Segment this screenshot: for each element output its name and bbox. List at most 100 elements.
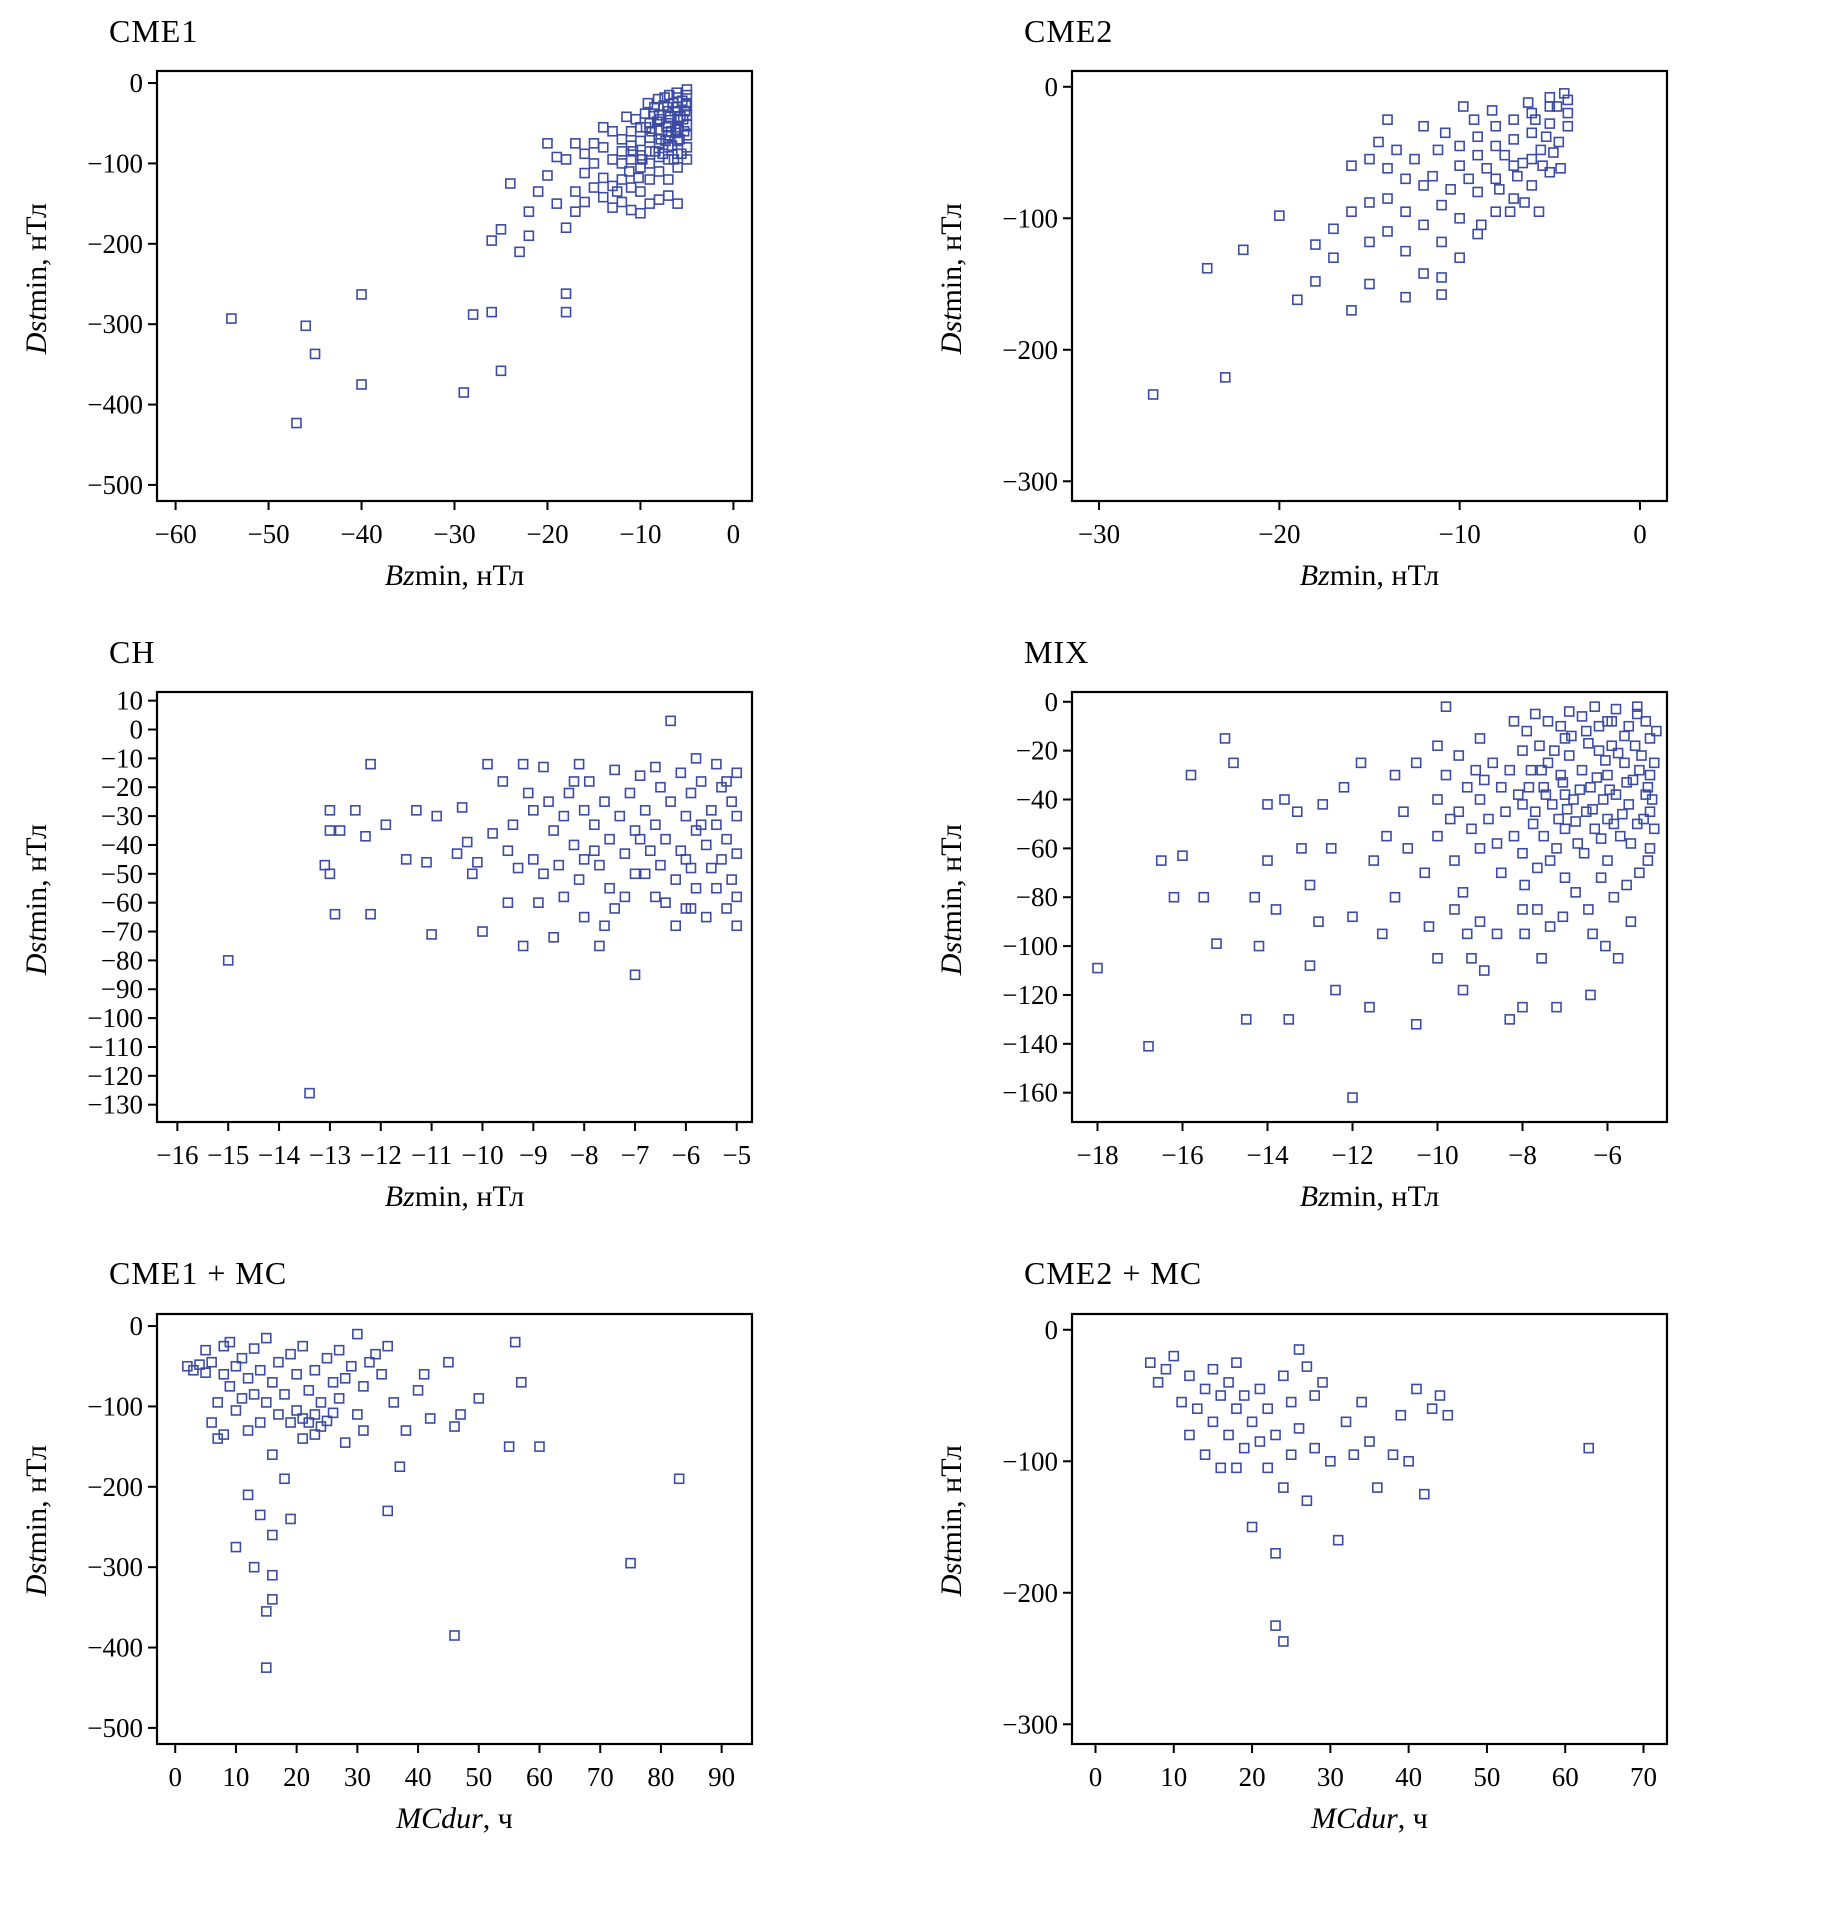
svg-text:−13: −13 [309,1140,351,1170]
y-axis-label-rest: min, нТл [20,823,53,934]
y-axis-label-rest: min, нТл [935,823,968,934]
svg-text:−40: −40 [101,830,143,860]
svg-text:70: 70 [1630,1762,1657,1792]
svg-text:−60: −60 [101,888,143,918]
svg-text:80: 80 [647,1762,674,1792]
svg-text:90: 90 [708,1762,735,1792]
scatter-panel-cme1: CME1 Dstmin, нТл −60 −50 −40 −30 −20 −10 0 0 −10… [0,8,915,603]
x-axis-label-italic: MCdur [396,1801,483,1835]
svg-text:−20: −20 [526,519,568,549]
y-axis-label: Dstmin, нТл [927,1298,977,1800]
svg-text:−18: −18 [1076,1140,1118,1170]
svg-text:−200: −200 [1002,1577,1058,1607]
svg-text:−100: −100 [1002,931,1058,961]
svg-text:−7: −7 [621,1140,650,1170]
x-axis-label: Bzmin, нТл [1072,1180,1667,1214]
svg-text:−10: −10 [101,744,143,774]
svg-text:−80: −80 [101,946,143,976]
svg-text:0: 0 [130,1311,144,1341]
svg-text:70: 70 [587,1762,614,1792]
svg-text:−140: −140 [1002,1029,1058,1059]
panel-title-cme1: CME1 [109,13,199,49]
y-axis-label: Dstmin, нТл [12,676,62,1178]
panel-title-mix: MIX [1024,634,1090,671]
y-axis-label-italic: Dst [20,312,53,354]
svg-text:−500: −500 [87,470,143,500]
svg-text:−16: −16 [1161,1140,1203,1170]
scatter-plot-cme2mc: 0 10 20 30 40 50 60 70 0 −100 −200 −300 [1002,1312,1669,1792]
svg-text:−6: −6 [672,1140,701,1170]
svg-text:−20: −20 [1016,736,1058,766]
x-axis-label-italic: MCdur [1311,1801,1398,1835]
y-axis-label-italic: Dst [935,933,968,975]
scatter-panel-cme1mc: CME1 + MC Dstmin, нТл 0 10 20 30 40 50 60 70 80 9… [0,1250,915,1845]
svg-text:−120: −120 [1002,980,1058,1010]
svg-text:−120: −120 [87,1061,143,1091]
y-axis-label-rest: min, нТл [935,202,968,313]
svg-text:0: 0 [1045,1314,1059,1344]
y-axis-label: Dstmin, нТл [927,55,977,557]
svg-text:30: 30 [344,1762,371,1792]
y-axis-label-italic: Dst [20,933,53,975]
svg-text:60: 60 [526,1762,553,1792]
x-axis-label: Bzmin, нТл [157,559,752,593]
svg-text:−50: −50 [247,519,289,549]
svg-text:−10: −10 [1439,519,1481,549]
svg-text:−30: −30 [101,801,143,831]
svg-text:−30: −30 [433,519,475,549]
y-axis-label: Dstmin, нТл [12,1298,62,1800]
y-axis-label: Dstmin, нТл [927,676,977,1178]
figure-grid: CME1 Dstmin, нТл −60 −50 −40 −30 −20 −10 0 0 −10… [0,8,1830,1845]
scatter-plot-mix: −18 −16 −14 −12 −10 −8 −60−20−40−60−80−100−120… [1002,687,1669,1170]
scatter-panel-cme2mc: CME2 + MC Dstmin, нТл 0 10 20 30 40 50 60 70 0 −1… [915,1250,1830,1845]
svg-text:−30: −30 [1078,519,1120,549]
svg-text:−90: −90 [101,975,143,1005]
svg-text:−400: −400 [87,390,143,420]
y-axis-label-italic: Dst [935,312,968,354]
scatter-plot-cme1mc: 0 10 20 30 40 50 60 70 80 90 0 −100 −200 −300 −400 −500 [87,1311,754,1792]
scatter-panel-cme2: CME2 Dstmin, нТл −30 −20 −10 0 0 −100 −200 −300… [915,8,1830,603]
x-axis-label-rest: min, нТл [1329,559,1440,593]
svg-text:0: 0 [168,1762,182,1792]
svg-text:−14: −14 [258,1140,301,1170]
svg-text:−110: −110 [88,1032,143,1062]
svg-text:50: 50 [465,1762,492,1792]
svg-text:−300: −300 [1002,466,1058,496]
svg-text:10: 10 [222,1762,249,1792]
x-axis-label-rest: , ч [1397,1801,1428,1835]
svg-text:−10: −10 [461,1140,503,1170]
svg-text:−80: −80 [1016,883,1058,913]
x-axis-label-rest: min, нТл [414,559,525,593]
scatter-plot-cme2: −30 −20 −10 00−100−200−300 [1002,70,1669,549]
svg-text:−11: −11 [411,1140,452,1170]
svg-text:−130: −130 [87,1090,143,1120]
svg-text:0: 0 [1045,72,1059,102]
x-axis-label-italic: Bz [1299,559,1330,593]
svg-text:10: 10 [116,686,143,716]
svg-text:−5: −5 [722,1140,751,1170]
svg-text:−8: −8 [570,1140,599,1170]
svg-text:−6: −6 [1593,1140,1622,1170]
svg-text:10: 10 [1160,1762,1187,1792]
svg-text:−100: −100 [1002,203,1058,233]
svg-text:−100: −100 [87,149,143,179]
panel-title-cme1mc: CME1 + MC [109,1255,288,1292]
svg-text:0: 0 [1089,1762,1103,1792]
svg-text:0: 0 [1045,687,1059,717]
svg-text:−40: −40 [1016,785,1058,815]
x-axis-label: Bzmin, нТл [1072,559,1667,593]
x-axis-label-rest: min, нТл [1329,1180,1440,1214]
x-axis-label-rest: , ч [482,1801,513,1835]
svg-text:60: 60 [1552,1762,1579,1792]
panel-title-ch: CH [109,634,156,671]
svg-text:0: 0 [727,519,741,549]
x-axis-label-italic: Bz [384,559,415,593]
svg-text:−300: −300 [87,309,143,339]
y-axis-label-rest: min, нТл [20,202,53,313]
svg-text:−12: −12 [1331,1140,1373,1170]
svg-text:−300: −300 [87,1552,143,1582]
scatter-plot-cme1: −60 −50 −40 −30 −20 −10 00−100−200−300−400−500 [87,68,754,549]
y-axis-label-italic: Dst [935,1554,968,1597]
svg-text:−60: −60 [154,519,196,549]
y-axis-label: Dstmin, нТл [12,55,62,557]
